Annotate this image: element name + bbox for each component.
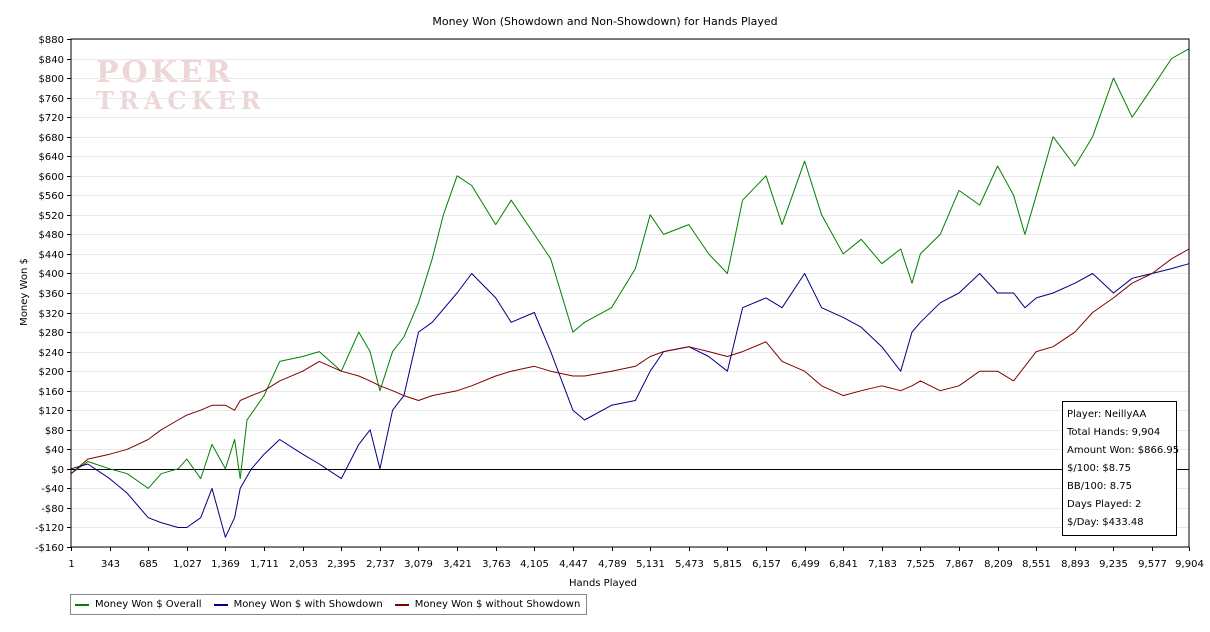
- legend-swatch-showdown: [213, 603, 228, 606]
- x-tick-label: 8,551: [1022, 559, 1051, 570]
- x-tick-label: 9,904: [1175, 559, 1204, 570]
- legend-item-overall: Money Won $ Overall: [75, 599, 202, 610]
- x-tick-label: 4,447: [559, 559, 588, 570]
- stat-bb-per-100: BB/100: 8.75: [1067, 481, 1132, 492]
- plot-frame: [70, 38, 1190, 548]
- player-stats-box: Player: NeillyAA Total Hands: 9,904 Amou…: [1062, 401, 1180, 536]
- stat-per-day: $/Day: $433.48: [1067, 517, 1144, 528]
- x-tick-label: 9,235: [1099, 559, 1128, 570]
- y-tick-label: $200: [39, 367, 64, 378]
- stat-per-100: $/100: $8.75: [1067, 463, 1131, 474]
- x-tick-label: 4,105: [520, 559, 549, 570]
- y-tick-label: $720: [39, 113, 64, 124]
- x-tick-label: 7,183: [868, 559, 897, 570]
- series-lines: [70, 48, 1190, 538]
- y-axis-label: Money Won $: [19, 258, 30, 326]
- gridlines: [71, 39, 1189, 548]
- x-tick-label: 6,841: [829, 559, 858, 570]
- y-tick-label: $160: [39, 387, 64, 398]
- chart-title: Money Won (Showdown and Non-Showdown) fo…: [432, 15, 777, 28]
- x-tick-label: 343: [101, 559, 120, 570]
- x-tick-label: 8,893: [1061, 559, 1090, 570]
- series-line-without-showdown: [70, 248, 1190, 475]
- x-tick-label: 1,369: [211, 559, 240, 570]
- legend-swatch-overall: [75, 603, 89, 606]
- y-tick-label: $280: [39, 328, 64, 339]
- legend-item-non-showdown: Money Won $ without Showdown: [394, 599, 581, 610]
- x-tick-label: 6,499: [791, 559, 820, 570]
- y-tick-label: $480: [39, 230, 64, 241]
- y-tick-label: $240: [39, 348, 64, 359]
- y-tick-label: $560: [39, 191, 64, 202]
- watermark-line1: POKER: [96, 55, 234, 90]
- legend-label-non-showdown: Money Won $ without Showdown: [414, 599, 581, 610]
- x-tick-label: 6,157: [752, 559, 781, 570]
- chart-legend: Money Won $ Overall Money Won $ with Sho…: [70, 594, 588, 615]
- x-tick-label: 9,577: [1138, 559, 1167, 570]
- axis-ticks: -$160 -$120 -$80 -$40 $0 $40 $80 $120 $160 $200 $2…: [35, 35, 1204, 570]
- x-tick-label: 685: [139, 559, 158, 570]
- y-tick-label: $80: [45, 426, 64, 437]
- x-tick-label: 5,815: [713, 559, 742, 570]
- x-tick-label: 5,131: [636, 559, 665, 570]
- x-axis-label: Hands Played: [569, 578, 637, 589]
- pokertracker-watermark: POKER TRACKER: [96, 58, 266, 114]
- x-tick-label: 2,737: [366, 559, 395, 570]
- x-tick-label: 7,867: [945, 559, 974, 570]
- legend-swatch-non-showdown: [394, 603, 409, 606]
- stat-player: Player: NeillyAA: [1067, 409, 1147, 420]
- series-line-overall: [70, 48, 1190, 489]
- y-tick-label: $320: [39, 309, 64, 320]
- x-tick-label: 2,053: [289, 559, 318, 570]
- stat-total-hands: Total Hands: 9,904: [1067, 427, 1161, 438]
- y-tick-label: $880: [39, 35, 64, 46]
- x-tick-label: 7,525: [906, 559, 935, 570]
- watermark-line2: TRACKER: [96, 86, 266, 115]
- legend-label-showdown: Money Won $ with Showdown: [233, 599, 383, 610]
- y-tick-label: $680: [39, 133, 64, 144]
- x-tick-label: 3,763: [482, 559, 511, 570]
- legend-label-overall: Money Won $ Overall: [95, 599, 202, 610]
- y-tick-label: $840: [39, 55, 64, 66]
- x-tick-label: 1,027: [173, 559, 202, 570]
- x-tick-label: 4,789: [598, 559, 627, 570]
- y-tick-label: $600: [39, 172, 64, 183]
- series-line-with-showdown: [70, 263, 1190, 538]
- y-tick-label: $400: [39, 269, 64, 280]
- y-tick-label: $760: [39, 94, 64, 105]
- y-tick-label: -$120: [35, 523, 64, 534]
- x-tick-label: 1,711: [250, 559, 279, 570]
- y-tick-label: $120: [39, 406, 64, 417]
- legend-item-showdown: Money Won $ with Showdown: [213, 599, 383, 610]
- y-tick-label: $640: [39, 152, 64, 163]
- y-tick-label: -$80: [41, 504, 64, 515]
- y-tick-label: $800: [39, 74, 64, 85]
- stat-amount-won: Amount Won: $866.95: [1067, 445, 1180, 456]
- stat-days-played: Days Played: 2: [1067, 499, 1142, 510]
- y-tick-label: -$40: [41, 484, 64, 495]
- y-tick-label: $40: [45, 445, 64, 456]
- y-tick-label: $520: [39, 211, 64, 222]
- x-tick-label: 8,209: [984, 559, 1013, 570]
- y-tick-label: -$160: [35, 543, 64, 554]
- x-tick-label: 2,395: [327, 559, 356, 570]
- x-tick-label: 5,473: [675, 559, 704, 570]
- x-tick-label: 3,421: [443, 559, 472, 570]
- y-tick-label: $360: [39, 289, 64, 300]
- y-tick-label: $0: [51, 465, 64, 476]
- x-tick-label: 1: [68, 559, 74, 570]
- x-tick-label: 3,079: [404, 559, 433, 570]
- y-tick-label: $440: [39, 250, 64, 261]
